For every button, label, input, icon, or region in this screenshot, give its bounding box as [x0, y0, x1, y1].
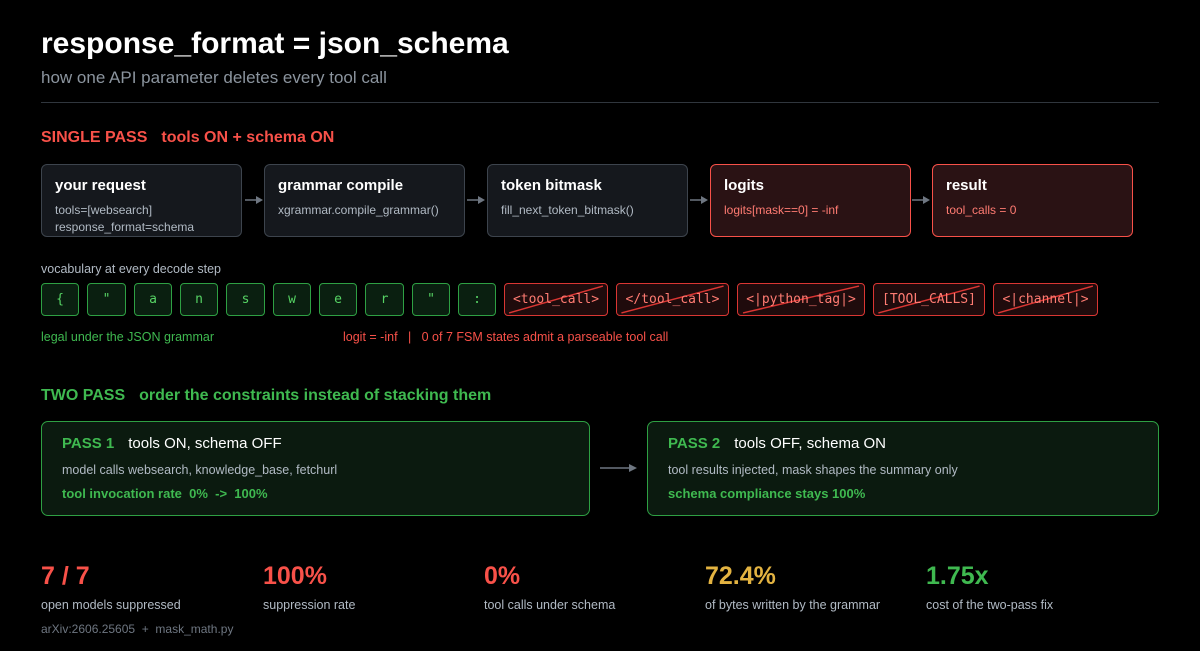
pipeline-box-bitmask: token bitmask fill_next_token_bitmask() — [487, 164, 688, 237]
pass-metric: tool invocation rate 0% -> 100% — [62, 486, 268, 501]
pipeline-box-grammar: grammar compile xgrammar.compile_grammar… — [264, 164, 465, 237]
pipeline-box-line: tool_calls = 0 — [946, 203, 1017, 217]
single-pass-label: SINGLE PASS — [41, 129, 148, 146]
stat-value: 72.4% — [705, 562, 776, 590]
pass-name: PASS 2 — [668, 435, 721, 452]
pipeline-box-line: tools=[websearch] — [55, 203, 153, 217]
pass-title: tools ON, schema OFF — [128, 435, 282, 452]
pipeline-box-result: result tool_calls = 0 — [932, 164, 1133, 237]
pipeline-box-request: your request tools=[websearch] response_… — [41, 164, 242, 237]
masked-token-text: <|python_tag|> — [746, 292, 856, 307]
pipeline-box-title: grammar compile — [278, 177, 404, 194]
masked-token: [TOOL_CALLS] — [873, 283, 985, 316]
pass-desc: tool results injected, mask shapes the s… — [668, 463, 958, 477]
pipeline-box-line: logits[mask==0] = -inf — [724, 203, 839, 217]
pipeline-box-line: xgrammar.compile_grammar() — [278, 203, 439, 217]
stat-value: 1.75x — [926, 562, 989, 590]
legal-token: r — [365, 283, 404, 316]
masked-token: <|python_tag|> — [737, 283, 865, 316]
single-pass-heading: SINGLE PASS tools ON + schema ON — [41, 129, 334, 147]
stat-label: cost of the two-pass fix — [926, 598, 1054, 612]
stat-value: 100% — [263, 562, 327, 590]
stat-models-suppressed: 7 / 7 open models suppressed — [41, 562, 181, 612]
pipeline-box-title: logits — [724, 177, 764, 194]
arrow-right-icon — [245, 196, 263, 204]
arrow-right-icon — [912, 196, 930, 204]
stat-suppression-rate: 100% suppression rate — [263, 562, 355, 612]
two-pass-label: TWO PASS — [41, 387, 126, 404]
legal-token: " — [412, 283, 450, 316]
pass-metric: schema compliance stays 100% — [668, 486, 866, 501]
stat-label: tool calls under schema — [484, 598, 616, 612]
arrow-right-icon — [600, 464, 637, 472]
legal-token: { — [41, 283, 79, 316]
pipeline-box-title: token bitmask — [501, 177, 602, 194]
legal-token: a — [134, 283, 172, 316]
stat-grammar-bytes: 72.4% of bytes written by the grammar — [705, 562, 880, 612]
pipeline-box-title: result — [946, 177, 987, 194]
legal-token: : — [458, 283, 496, 316]
pipeline-box-title: your request — [55, 177, 146, 194]
single-pass-desc: tools ON + schema ON — [161, 129, 335, 146]
header-divider — [41, 102, 1159, 103]
arrow-right-icon — [690, 196, 708, 204]
strike-through-icon — [738, 284, 864, 315]
two-pass-heading: TWO PASS order the constraints instead of… — [41, 387, 491, 405]
masked-token-text: <tool_call> — [512, 292, 600, 307]
page-title: response_format = json_schema — [41, 27, 509, 60]
masked-token-text: <|channel|> — [1002, 292, 1089, 307]
strike-through-icon — [874, 284, 984, 315]
masked-token-text: </tool_call> — [625, 292, 720, 307]
stat-value: 0% — [484, 562, 521, 590]
legal-note: legal under the JSON grammar — [41, 330, 214, 344]
stat-tool-calls: 0% tool calls under schema — [484, 562, 615, 612]
pass-name: PASS 1 — [62, 435, 115, 452]
stat-label: suppression rate — [263, 598, 356, 612]
masked-token: <|channel|> — [993, 283, 1098, 316]
legal-token: n — [180, 283, 218, 316]
pass-title: tools OFF, schema ON — [734, 435, 886, 452]
stat-label: of bytes written by the grammar — [705, 598, 881, 612]
strike-through-icon — [994, 284, 1097, 315]
arrow-right-icon — [467, 196, 485, 204]
legal-token: e — [319, 283, 357, 316]
legal-token: w — [273, 283, 311, 316]
pass-desc: model calls websearch, knowledge_base, f… — [62, 463, 338, 477]
masked-token: <tool_call> — [504, 283, 608, 316]
pass-1-card: PASS 1 tools ON, schema OFF model calls w… — [41, 421, 590, 516]
legal-token: " — [87, 283, 126, 316]
pipeline-box-line: response_format=schema — [55, 220, 195, 234]
stat-value: 7 / 7 — [41, 562, 90, 590]
masked-token: </tool_call> — [616, 283, 729, 316]
masked-token-text: [TOOL_CALLS] — [882, 292, 976, 307]
legal-token: s — [226, 283, 265, 316]
strike-through-icon — [617, 284, 728, 315]
pass-2-card: PASS 2 tools OFF, schema ON tool results … — [647, 421, 1159, 516]
stat-two-pass-cost: 1.75x cost of the two-pass fix — [926, 562, 1053, 612]
two-pass-desc: order the constraints instead of stackin… — [139, 387, 492, 404]
pipeline-box-line: fill_next_token_bitmask() — [501, 203, 634, 217]
mask-note: logit = -inf | 0 of 7 FSM states admit a… — [343, 330, 669, 344]
vocab-label: vocabulary at every decode step — [41, 262, 221, 276]
pipeline-box-logits: logits logits[mask==0] = -inf — [710, 164, 911, 237]
strike-through-icon — [505, 284, 607, 315]
page-subtitle: how one API parameter deletes every tool… — [41, 68, 387, 87]
footer-source: arXiv:2606.25605 + mask_math.py — [41, 622, 234, 636]
stat-label: open models suppressed — [41, 598, 181, 612]
